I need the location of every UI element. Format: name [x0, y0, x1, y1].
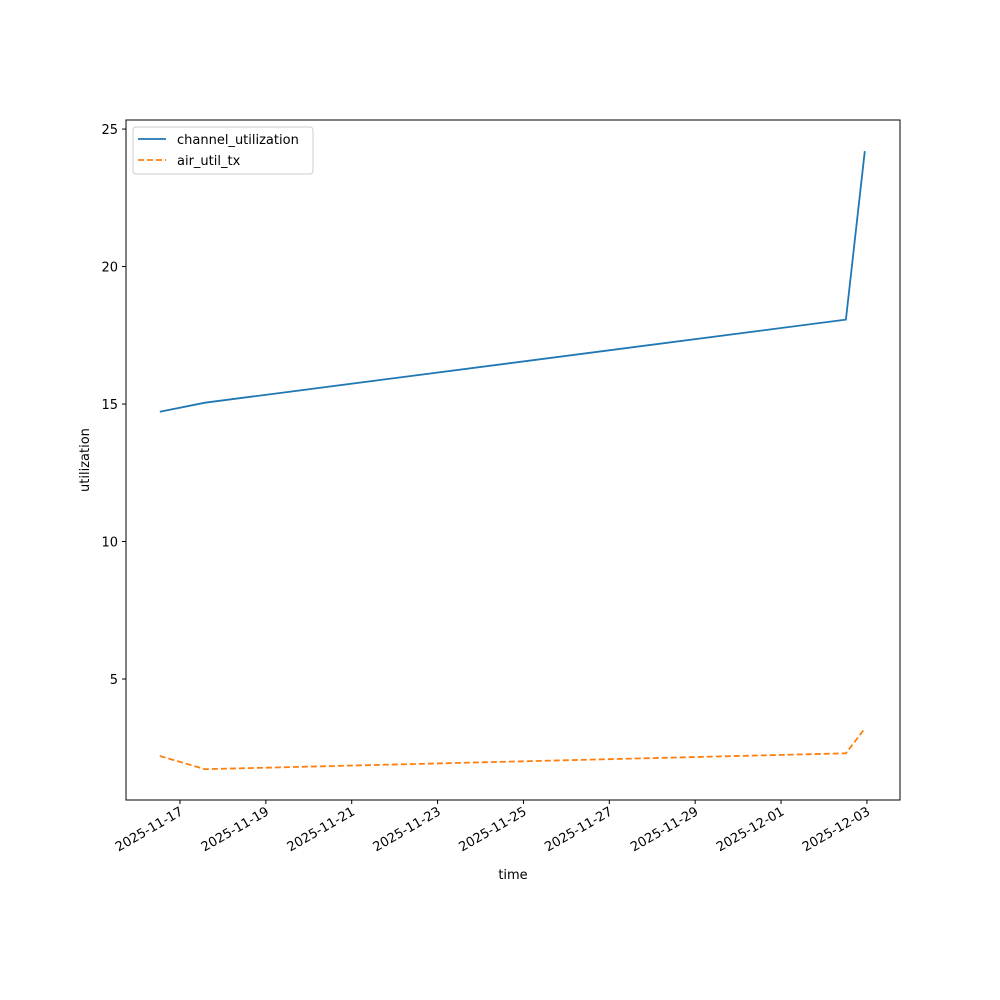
legend-label: air_util_tx	[177, 154, 241, 169]
x-tick-label: 2025-11-29	[628, 804, 701, 855]
x-tick-label: 2025-11-23	[371, 804, 444, 855]
x-tick-label: 2025-11-25	[456, 804, 529, 855]
y-tick-label: 25	[101, 123, 118, 138]
y-tick-label: 5	[110, 673, 118, 688]
y-axis-label: utilization	[78, 428, 93, 492]
legend-box	[132, 126, 314, 175]
legend-label: channel_utilization	[177, 133, 299, 148]
x-tick-label: 2025-12-03	[800, 804, 873, 855]
plot-frame	[125, 119, 901, 801]
x-tick-label: 2025-11-27	[542, 804, 615, 855]
x-tick-label: 2025-11-21	[285, 804, 358, 855]
y-tick-label: 20	[101, 261, 118, 276]
series-line	[159, 727, 866, 771]
x-tick-label: 2025-11-19	[199, 804, 272, 855]
y-tick-label: 15	[101, 398, 118, 413]
series-line	[159, 150, 866, 413]
x-axis-label: time	[498, 868, 527, 883]
y-tick-label: 10	[101, 536, 118, 551]
x-tick-label: 2025-11-17	[113, 804, 186, 855]
x-tick-label: 2025-12-01	[714, 804, 787, 855]
